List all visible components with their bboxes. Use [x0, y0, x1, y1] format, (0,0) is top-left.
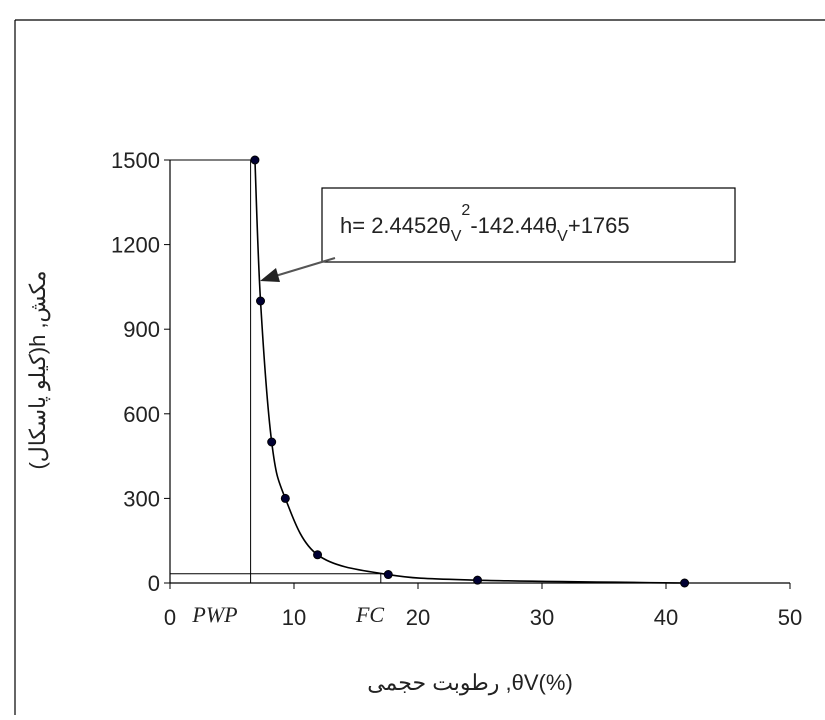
- equation-part: -142.44θ: [470, 213, 557, 238]
- point: [250, 155, 260, 165]
- y-tick-label: 900: [123, 317, 160, 342]
- equation-part: h= 2.4452θ: [340, 213, 451, 238]
- point: [680, 578, 690, 588]
- x-tick-label: 30: [530, 605, 554, 630]
- point: [473, 575, 483, 585]
- equation: h= 2.4452θV2-142.44θV+1765: [340, 202, 630, 245]
- point: [313, 550, 323, 560]
- y-tick-label: 0: [148, 571, 160, 596]
- x-tick-label: 40: [654, 605, 678, 630]
- y-axis-label: (کیلو پاسکال)h ,مکش: [25, 270, 51, 469]
- y-tick-label: 600: [123, 402, 160, 427]
- y-tick-label: 1200: [111, 233, 160, 258]
- point: [267, 437, 277, 447]
- equation-sub: V: [557, 228, 568, 245]
- y-tick-label: 300: [123, 486, 160, 511]
- pwp-label: PWP: [191, 602, 237, 627]
- equation-sub: V: [451, 228, 462, 245]
- equation-box: [321, 187, 736, 263]
- x-axis-label: رطوبت حجمی ,θV(%): [367, 670, 573, 696]
- arrow-head: [260, 268, 280, 282]
- x-tick-label: 50: [778, 605, 802, 630]
- point: [256, 296, 266, 306]
- equation-part: +1765: [568, 213, 630, 238]
- point: [383, 570, 393, 580]
- equation-sup: 2: [461, 202, 470, 219]
- x-tick-label: 0: [164, 605, 176, 630]
- fc-label: FC: [355, 602, 384, 627]
- x-tick-label: 20: [406, 605, 430, 630]
- point: [280, 493, 290, 503]
- arrow: [271, 257, 336, 278]
- x-tick-label: 10: [282, 605, 306, 630]
- y-tick-label: 1500: [111, 148, 160, 173]
